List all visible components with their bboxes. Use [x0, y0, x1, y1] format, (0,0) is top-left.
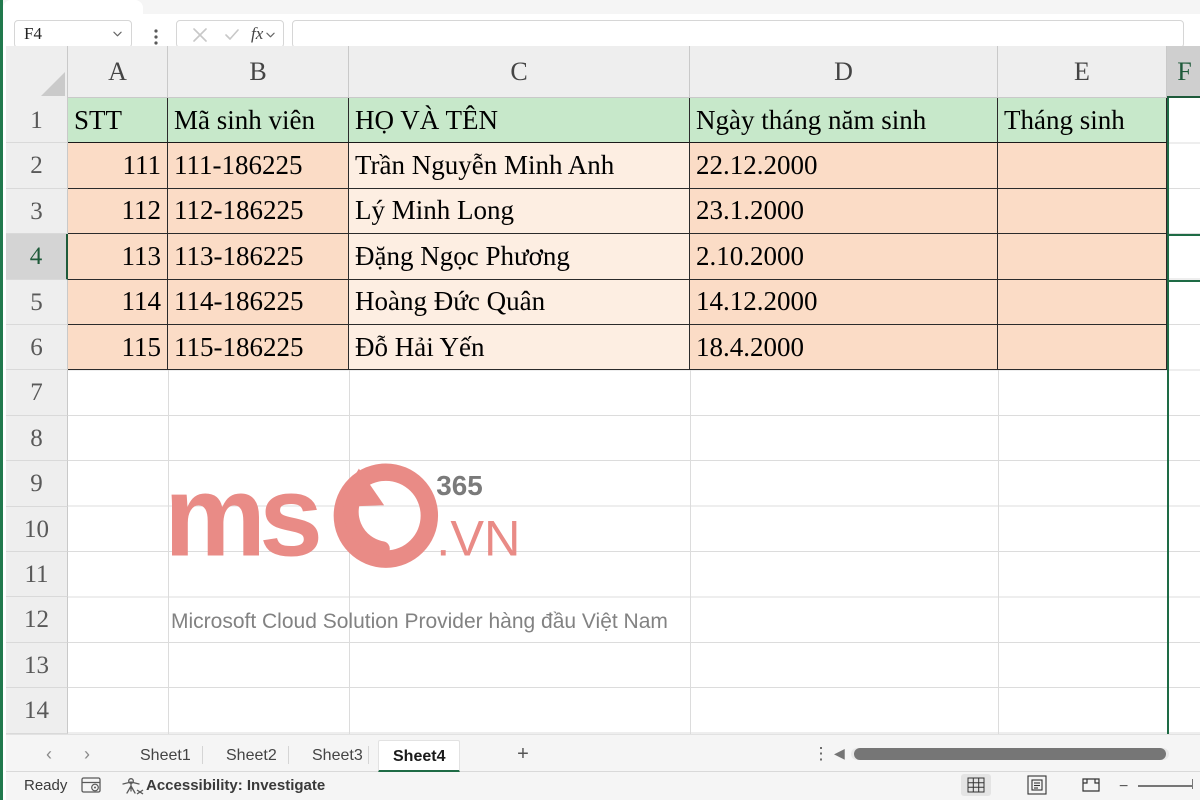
svg-text:.VN: .VN [436, 510, 520, 567]
svg-text:ms: ms [169, 463, 319, 581]
svg-text:365: 365 [436, 470, 482, 501]
